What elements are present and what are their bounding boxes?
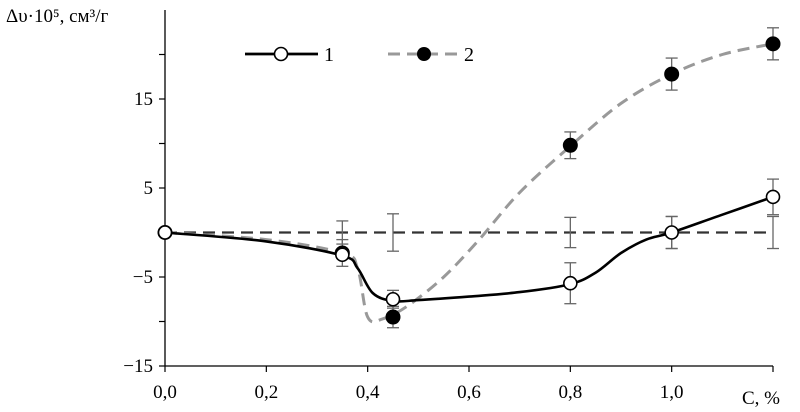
point-series-2: [562, 137, 578, 153]
point-series-1: [157, 225, 173, 240]
point-series-1: [664, 225, 679, 240]
x-tick-label: 0,2: [254, 382, 278, 403]
x-axis-title: C, %: [742, 388, 780, 409]
series-markers: [157, 36, 781, 325]
x-tick-label: 0,6: [457, 382, 481, 403]
x-tick-label: 0,4: [356, 382, 380, 403]
series-line-2: [164, 42, 774, 324]
point-series-1: [765, 189, 781, 205]
legend-swatch-marker-2: [417, 47, 431, 61]
y-tick-label: −15: [123, 356, 153, 377]
y-axis-title: Δυ·10⁵, см³/г: [6, 6, 109, 27]
legend-label-2: 2: [464, 44, 474, 66]
legend-swatch-marker-1: [273, 46, 289, 62]
ticks: 0,0 0,2 0,4 0,6 0,8 1,0 −15 −5 5 15: [123, 53, 774, 403]
point-series-2: [385, 309, 401, 325]
point-series-1: [385, 291, 401, 307]
x-tick-label: 0,0: [153, 382, 177, 403]
point-series-2: [765, 36, 781, 52]
y-tick-label: 15: [134, 89, 153, 110]
x-tick-label: 1,0: [660, 382, 684, 403]
series-curves: [164, 42, 774, 324]
y-tick-label: 5: [144, 178, 154, 199]
point-series-1: [563, 275, 578, 291]
y-tick-label: −5: [133, 267, 153, 288]
point-series-1: [335, 247, 350, 263]
error-bars: [336, 27, 779, 329]
point-series-2: [664, 66, 680, 82]
legend-label-1: 1: [324, 44, 334, 66]
x-tick-label: 0,8: [558, 382, 582, 403]
